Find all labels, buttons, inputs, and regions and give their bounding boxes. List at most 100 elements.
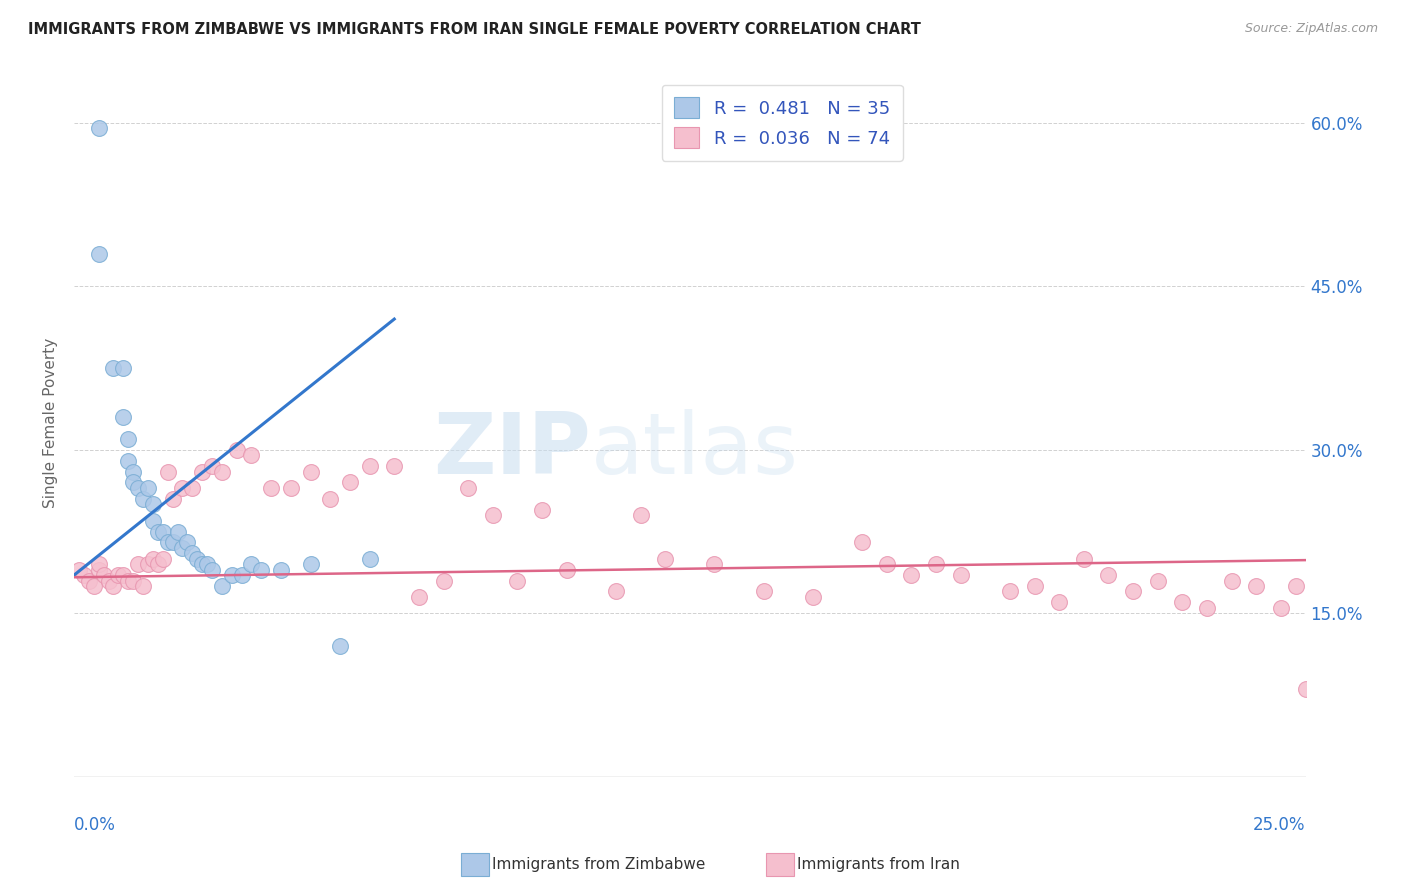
Point [132,491,155,506]
Point [1393,590,1406,604]
Point [1073,551,1095,566]
Point [122,465,145,479]
Point [506,574,529,588]
Point [172,481,194,495]
Point [87,246,110,260]
Point [73,568,96,582]
Point [112,410,135,425]
Point [1220,574,1243,588]
Point [191,558,214,572]
Point [1171,595,1194,609]
Point [339,475,361,490]
Point [132,579,155,593]
Point [703,558,725,572]
Point [432,574,454,588]
Point [156,465,179,479]
Point [112,361,135,376]
Text: 25.0%: 25.0% [1253,815,1306,833]
Point [201,563,224,577]
Point [77,574,100,588]
Point [1344,649,1367,664]
Point [191,465,214,479]
Point [851,535,873,549]
Point [201,459,224,474]
Point [146,524,169,539]
Point [142,551,165,566]
Text: Immigrants from Iran: Immigrants from Iran [797,857,960,871]
Point [221,568,243,582]
Text: Immigrants from Zimbabwe: Immigrants from Zimbabwe [492,857,706,871]
Point [998,584,1021,599]
Point [67,563,90,577]
Point [555,563,578,577]
Point [531,502,554,516]
Point [925,558,948,572]
Point [156,535,179,549]
Point [1097,568,1119,582]
Legend: R =  0.481   N = 35, R =  0.036   N = 74: R = 0.481 N = 35, R = 0.036 N = 74 [662,85,903,161]
Point [1354,568,1376,582]
Point [87,121,110,136]
Point [117,432,139,446]
Point [949,568,972,582]
Point [127,481,149,495]
Point [605,584,627,599]
Point [136,481,159,495]
Point [87,558,110,572]
Point [181,481,204,495]
Text: atlas: atlas [592,409,799,492]
Point [1047,595,1070,609]
Text: 0.0%: 0.0% [75,815,115,833]
Text: IMMIGRANTS FROM ZIMBABWE VS IMMIGRANTS FROM IRAN SINGLE FEMALE POVERTY CORRELATI: IMMIGRANTS FROM ZIMBABWE VS IMMIGRANTS F… [28,22,921,37]
Point [152,551,174,566]
Point [1295,682,1317,697]
Point [97,574,120,588]
Point [176,535,198,549]
Point [211,465,233,479]
Text: ZIP: ZIP [433,409,592,492]
Point [630,508,652,523]
Point [93,568,115,582]
Point [146,558,169,572]
Point [382,459,405,474]
Point [299,465,322,479]
Point [103,579,125,593]
Point [83,579,105,593]
Point [1195,600,1218,615]
Point [162,491,184,506]
Point [240,448,263,462]
Point [359,459,381,474]
Point [801,590,824,604]
Point [329,639,352,653]
Point [231,568,253,582]
Point [1368,666,1391,681]
Point [299,558,322,572]
Point [280,481,302,495]
Point [122,475,145,490]
Point [142,497,165,511]
Point [1319,590,1341,604]
Point [240,558,263,572]
Point [359,551,381,566]
Point [166,524,188,539]
Point [1122,584,1144,599]
Point [186,551,208,566]
Point [260,481,283,495]
Point [162,535,184,549]
Text: Source: ZipAtlas.com: Source: ZipAtlas.com [1244,22,1378,36]
Point [107,568,129,582]
Point [876,558,898,572]
Point [457,481,479,495]
Point [752,584,775,599]
Point [1146,574,1168,588]
Point [195,558,218,572]
Point [136,558,159,572]
Point [250,563,273,577]
Point [900,568,922,582]
Point [225,442,247,457]
Point [211,579,233,593]
Point [127,558,149,572]
Point [408,590,430,604]
Point [1334,574,1357,588]
Point [117,574,139,588]
